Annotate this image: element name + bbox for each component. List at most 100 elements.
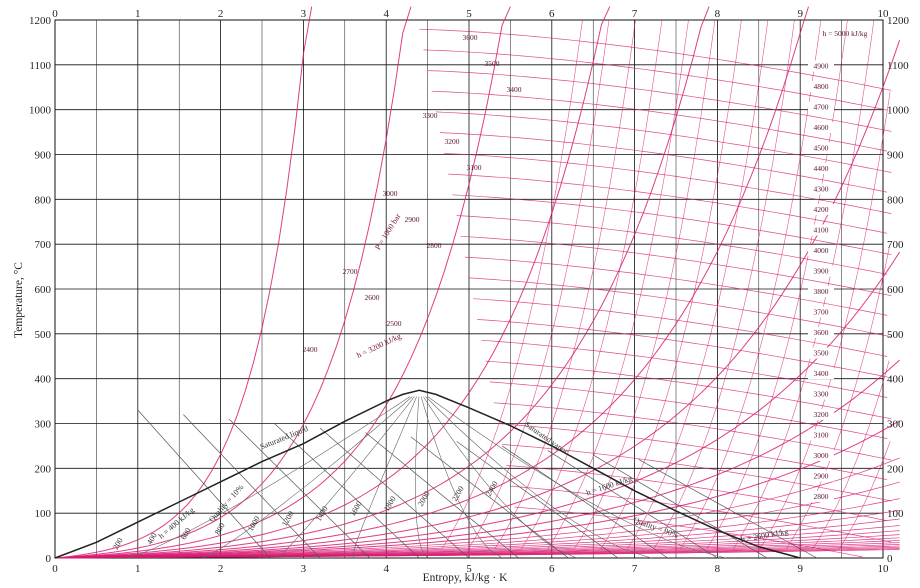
enthalpy-box bbox=[808, 60, 834, 72]
enthalpy-curve-label: 2800 bbox=[427, 241, 442, 250]
enthalpy-box-label: 3700 bbox=[814, 308, 829, 317]
dome-isenthalp bbox=[365, 432, 519, 559]
enthalpy-box bbox=[808, 491, 834, 502]
dome-isenthalp bbox=[137, 409, 271, 559]
y-tick-right: 100 bbox=[887, 508, 904, 520]
enthalpy-box-label: 2800 bbox=[814, 492, 829, 501]
x-tick-top: 9 bbox=[797, 8, 803, 20]
isobar-line bbox=[54, 6, 710, 559]
x-tick-top: 5 bbox=[466, 8, 472, 20]
isobar-line bbox=[55, 549, 900, 559]
isenthalp-line bbox=[435, 111, 892, 173]
dome-isenthalp bbox=[638, 459, 817, 559]
y-tick-right: 500 bbox=[887, 329, 904, 341]
isenthalp-line bbox=[452, 194, 892, 255]
isochore-line bbox=[812, 360, 890, 550]
x-tick-bottom: 5 bbox=[466, 563, 472, 575]
isochore-line bbox=[759, 91, 891, 550]
y-tick-left: 100 bbox=[35, 508, 52, 520]
y-tick-right: 200 bbox=[887, 463, 904, 475]
y-tick-right: 1000 bbox=[887, 105, 910, 117]
enthalpy-box-label: 3400 bbox=[814, 369, 829, 378]
isobar-line bbox=[54, 457, 900, 559]
enthalpy-box bbox=[808, 347, 834, 359]
x-tick-bottom: 4 bbox=[383, 563, 389, 575]
isenthalp-line bbox=[473, 298, 888, 357]
quality-line bbox=[415, 396, 428, 559]
x-tick-top: 8 bbox=[715, 8, 721, 20]
x-tick-top: 3 bbox=[301, 8, 307, 20]
y-tick-left: 300 bbox=[35, 419, 52, 431]
enthalpy-box bbox=[808, 224, 834, 236]
enthalpy-box-label: 3800 bbox=[814, 287, 829, 296]
enthalpy-box-label: 3600 bbox=[814, 328, 829, 337]
property-lines bbox=[54, 6, 901, 559]
enthalpy-box bbox=[808, 122, 834, 133]
enthalpy-curve-label: 3600 bbox=[463, 33, 478, 42]
enthalpy-curve-label: 2400 bbox=[303, 345, 318, 354]
x-tick-top: 10 bbox=[878, 8, 890, 20]
enthalpy-box-label: 4200 bbox=[814, 205, 829, 214]
y-tick-left: 400 bbox=[35, 374, 52, 386]
enthalpy-box bbox=[808, 101, 834, 113]
dome-isenthalp bbox=[501, 445, 668, 559]
isobar-line bbox=[54, 6, 809, 559]
dome-isenthalp bbox=[593, 454, 768, 559]
x-tick-top: 4 bbox=[383, 8, 389, 20]
enthalpy-box-label: 4500 bbox=[814, 144, 829, 153]
y-tick-right: 800 bbox=[887, 194, 904, 206]
isochore-line bbox=[706, 19, 848, 550]
isenthalp-line bbox=[439, 132, 888, 193]
enthalpy-curve-label: 3300 bbox=[423, 111, 438, 120]
y-tick-left: 0 bbox=[46, 553, 52, 565]
isenthalp-line bbox=[477, 319, 892, 379]
isochore-line bbox=[494, 19, 636, 550]
enthalpy-box-label: 4700 bbox=[814, 103, 829, 112]
y-tick-right: 900 bbox=[887, 150, 904, 162]
isobar-line bbox=[54, 420, 900, 559]
enthalpy-box bbox=[808, 142, 834, 154]
quality-line bbox=[352, 396, 417, 559]
quality-line bbox=[427, 396, 726, 559]
enthalpy-box bbox=[808, 245, 834, 256]
isenthalp-line bbox=[448, 173, 888, 234]
enthalpy-curve-label: 2600 bbox=[365, 293, 380, 302]
enthalpy-box bbox=[808, 368, 834, 379]
isenthalp-line bbox=[502, 444, 892, 502]
y-axis-title: Temperature, °C bbox=[13, 262, 25, 338]
enthalpy-curve-label: 2700 bbox=[343, 267, 358, 276]
isochore-line bbox=[468, 19, 610, 550]
isobar-line bbox=[54, 6, 412, 559]
enthalpy-top-label: h = 5000 kJ/kg bbox=[823, 29, 868, 38]
enthalpy-box-label: 3300 bbox=[814, 390, 829, 399]
enthalpy-box-label: 4800 bbox=[814, 82, 829, 91]
enthalpy-box bbox=[808, 81, 834, 92]
enthalpy-box-label: 4300 bbox=[814, 185, 829, 194]
isenthalp-line bbox=[506, 464, 888, 522]
enthalpy-box-label: 2900 bbox=[814, 472, 829, 481]
enthalpy-box bbox=[808, 204, 834, 215]
x-tick-bottom: 10 bbox=[878, 563, 890, 575]
isochore-line bbox=[547, 19, 689, 550]
enthalpy-box bbox=[808, 265, 834, 277]
y-tick-left: 900 bbox=[35, 150, 52, 162]
isenthalp-line bbox=[497, 423, 888, 481]
enthalpy-curve-label: 3400 bbox=[507, 85, 522, 94]
isenthalp-line bbox=[419, 28, 892, 91]
y-tick-left: 1200 bbox=[29, 15, 52, 27]
y-tick-right: 400 bbox=[887, 374, 904, 386]
y-tick-left: 700 bbox=[35, 239, 52, 251]
x-tick-bottom: 8 bbox=[715, 563, 721, 575]
x-tick-bottom: 0 bbox=[52, 563, 58, 575]
isochore-line bbox=[441, 19, 583, 550]
enthalpy-box-label: 3900 bbox=[814, 267, 829, 276]
enthalpy-box-label: 3100 bbox=[814, 431, 829, 440]
y-tick-right: 700 bbox=[887, 239, 904, 251]
quality-line bbox=[129, 396, 411, 559]
isochore-line bbox=[732, 19, 875, 550]
enthalpy-box-label: 4600 bbox=[814, 123, 829, 132]
isochore-line bbox=[520, 19, 663, 550]
enthalpy-box-label: 4100 bbox=[814, 226, 829, 235]
x-tick-bottom: 9 bbox=[797, 563, 803, 575]
